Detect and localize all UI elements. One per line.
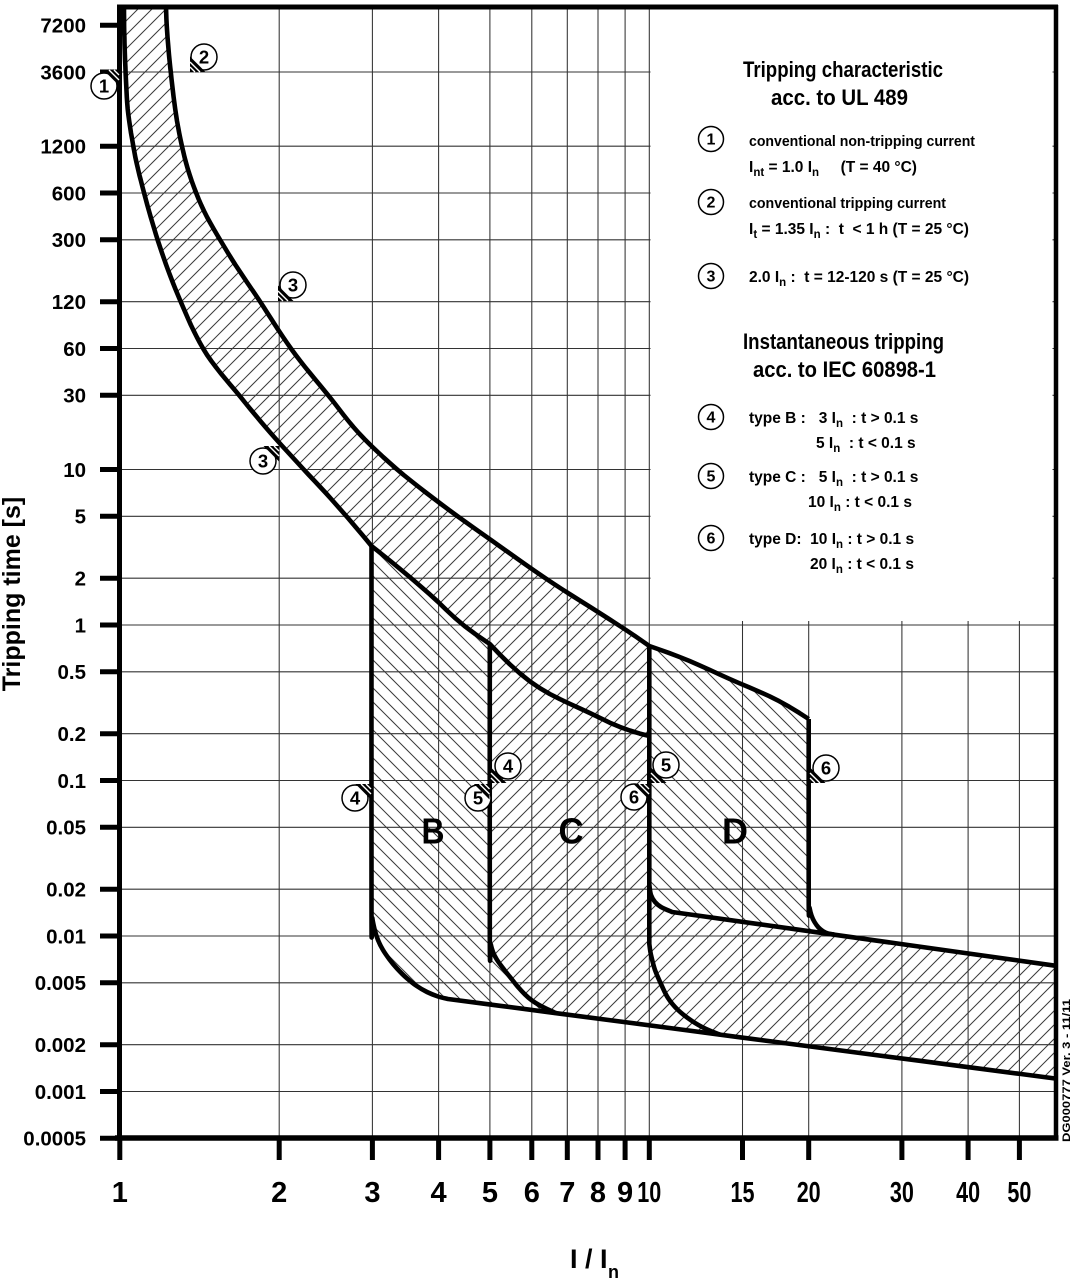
svg-text:7200: 7200 [40, 15, 86, 38]
svg-text:5 In : t < 0.1 s: 5 In : t < 0.1 s [816, 435, 916, 455]
svg-text:0.05: 0.05 [46, 817, 86, 840]
svg-text:0.1: 0.1 [58, 770, 87, 793]
svg-text:0.02: 0.02 [46, 879, 86, 902]
svg-text:1: 1 [75, 614, 86, 637]
svg-text:10: 10 [63, 459, 86, 482]
svg-text:0.01: 0.01 [46, 925, 86, 948]
svg-text:Instantaneous tripping: Instantaneous tripping [743, 329, 944, 354]
svg-text:600: 600 [52, 182, 86, 205]
svg-text:0.2: 0.2 [58, 723, 87, 746]
svg-text:conventional non-tripping curr: conventional non-tripping current [749, 133, 975, 150]
svg-text:10: 10 [637, 1177, 661, 1209]
svg-text:1200: 1200 [40, 136, 86, 159]
svg-text:3600: 3600 [40, 61, 86, 84]
svg-text:D: D [722, 811, 748, 852]
svg-text:6: 6 [524, 1177, 540, 1209]
svg-text:4: 4 [350, 788, 361, 809]
svg-text:B: B [422, 811, 445, 852]
svg-text:Tripping characteristic: Tripping characteristic [743, 57, 943, 82]
svg-text:C: C [559, 811, 584, 852]
svg-text:6: 6 [821, 758, 831, 779]
svg-text:5: 5 [75, 506, 86, 529]
svg-text:40: 40 [956, 1177, 980, 1209]
svg-text:n: n [608, 1262, 619, 1280]
svg-text:type D: 10 In : t > 0.1 s: type D: 10 In : t > 0.1 s [749, 531, 914, 551]
svg-text:acc. to IEC 60898-1: acc. to IEC 60898-1 [753, 357, 936, 382]
svg-text:0.001: 0.001 [35, 1081, 86, 1104]
svg-text:1: 1 [112, 1177, 128, 1209]
svg-text:10 In : t < 0.1 s: 10 In : t < 0.1 s [808, 494, 912, 514]
svg-text:6: 6 [707, 531, 716, 548]
svg-text:30: 30 [63, 385, 86, 408]
svg-text:5: 5 [661, 755, 671, 776]
svg-text:type C : 5 In : t > 0.1 s: type C : 5 In : t > 0.1 s [749, 469, 918, 489]
svg-text:15: 15 [731, 1177, 755, 1209]
svg-text:2.0 In : t = 12-120 s (T = 25: 2.0 In : t = 12-120 s (T = 25 °C) [749, 269, 969, 289]
svg-text:3: 3 [364, 1177, 380, 1209]
svg-text:6: 6 [629, 787, 639, 808]
svg-text:2: 2 [707, 195, 716, 212]
svg-text:20: 20 [797, 1177, 821, 1209]
svg-text:I / I: I / I [570, 1244, 608, 1274]
svg-text:3: 3 [707, 269, 716, 286]
svg-text:It = 1.35 In : t < 1 h (T =: It = 1.35 In : t < 1 h (T = 25 °C) [749, 221, 969, 241]
svg-text:3: 3 [258, 451, 268, 472]
svg-text:0.002: 0.002 [35, 1034, 86, 1057]
svg-text:120: 120 [52, 291, 86, 314]
svg-text:60: 60 [63, 338, 86, 361]
svg-text:conventional tripping current: conventional tripping current [749, 195, 946, 212]
svg-text:4: 4 [431, 1177, 447, 1209]
svg-text:8: 8 [590, 1177, 606, 1209]
svg-text:0.005: 0.005 [35, 972, 86, 995]
svg-text:5: 5 [482, 1177, 498, 1209]
svg-text:1: 1 [99, 76, 109, 97]
svg-text:30: 30 [890, 1177, 914, 1209]
svg-text:2: 2 [75, 568, 86, 591]
svg-text:Int = 1.0 In (T = 40 °C): Int = 1.0 In (T = 40 °C) [749, 159, 917, 179]
svg-text:50: 50 [1007, 1177, 1031, 1209]
svg-text:5: 5 [473, 788, 483, 809]
svg-text:2: 2 [199, 47, 209, 68]
svg-text:4: 4 [707, 410, 716, 427]
svg-text:0.0005: 0.0005 [23, 1128, 86, 1151]
svg-text:DG000777 Ver. 3 - 11/11: DG000777 Ver. 3 - 11/11 [1061, 999, 1071, 1142]
svg-text:acc. to UL 489: acc. to UL 489 [771, 85, 908, 110]
svg-text:4: 4 [503, 756, 514, 777]
svg-text:9: 9 [617, 1177, 633, 1209]
svg-text:7: 7 [559, 1177, 575, 1209]
svg-text:2: 2 [271, 1177, 287, 1209]
svg-text:20 In : t < 0.1 s: 20 In : t < 0.1 s [810, 556, 914, 576]
svg-text:Tripping time [s]: Tripping time [s] [0, 497, 26, 691]
svg-text:5: 5 [707, 469, 716, 486]
svg-text:type B : 3 In : t > 0.1 s: type B : 3 In : t > 0.1 s [749, 410, 918, 430]
svg-text:1: 1 [707, 132, 716, 149]
svg-text:3: 3 [288, 275, 298, 296]
svg-text:0.5: 0.5 [58, 661, 87, 684]
svg-text:300: 300 [52, 229, 86, 252]
